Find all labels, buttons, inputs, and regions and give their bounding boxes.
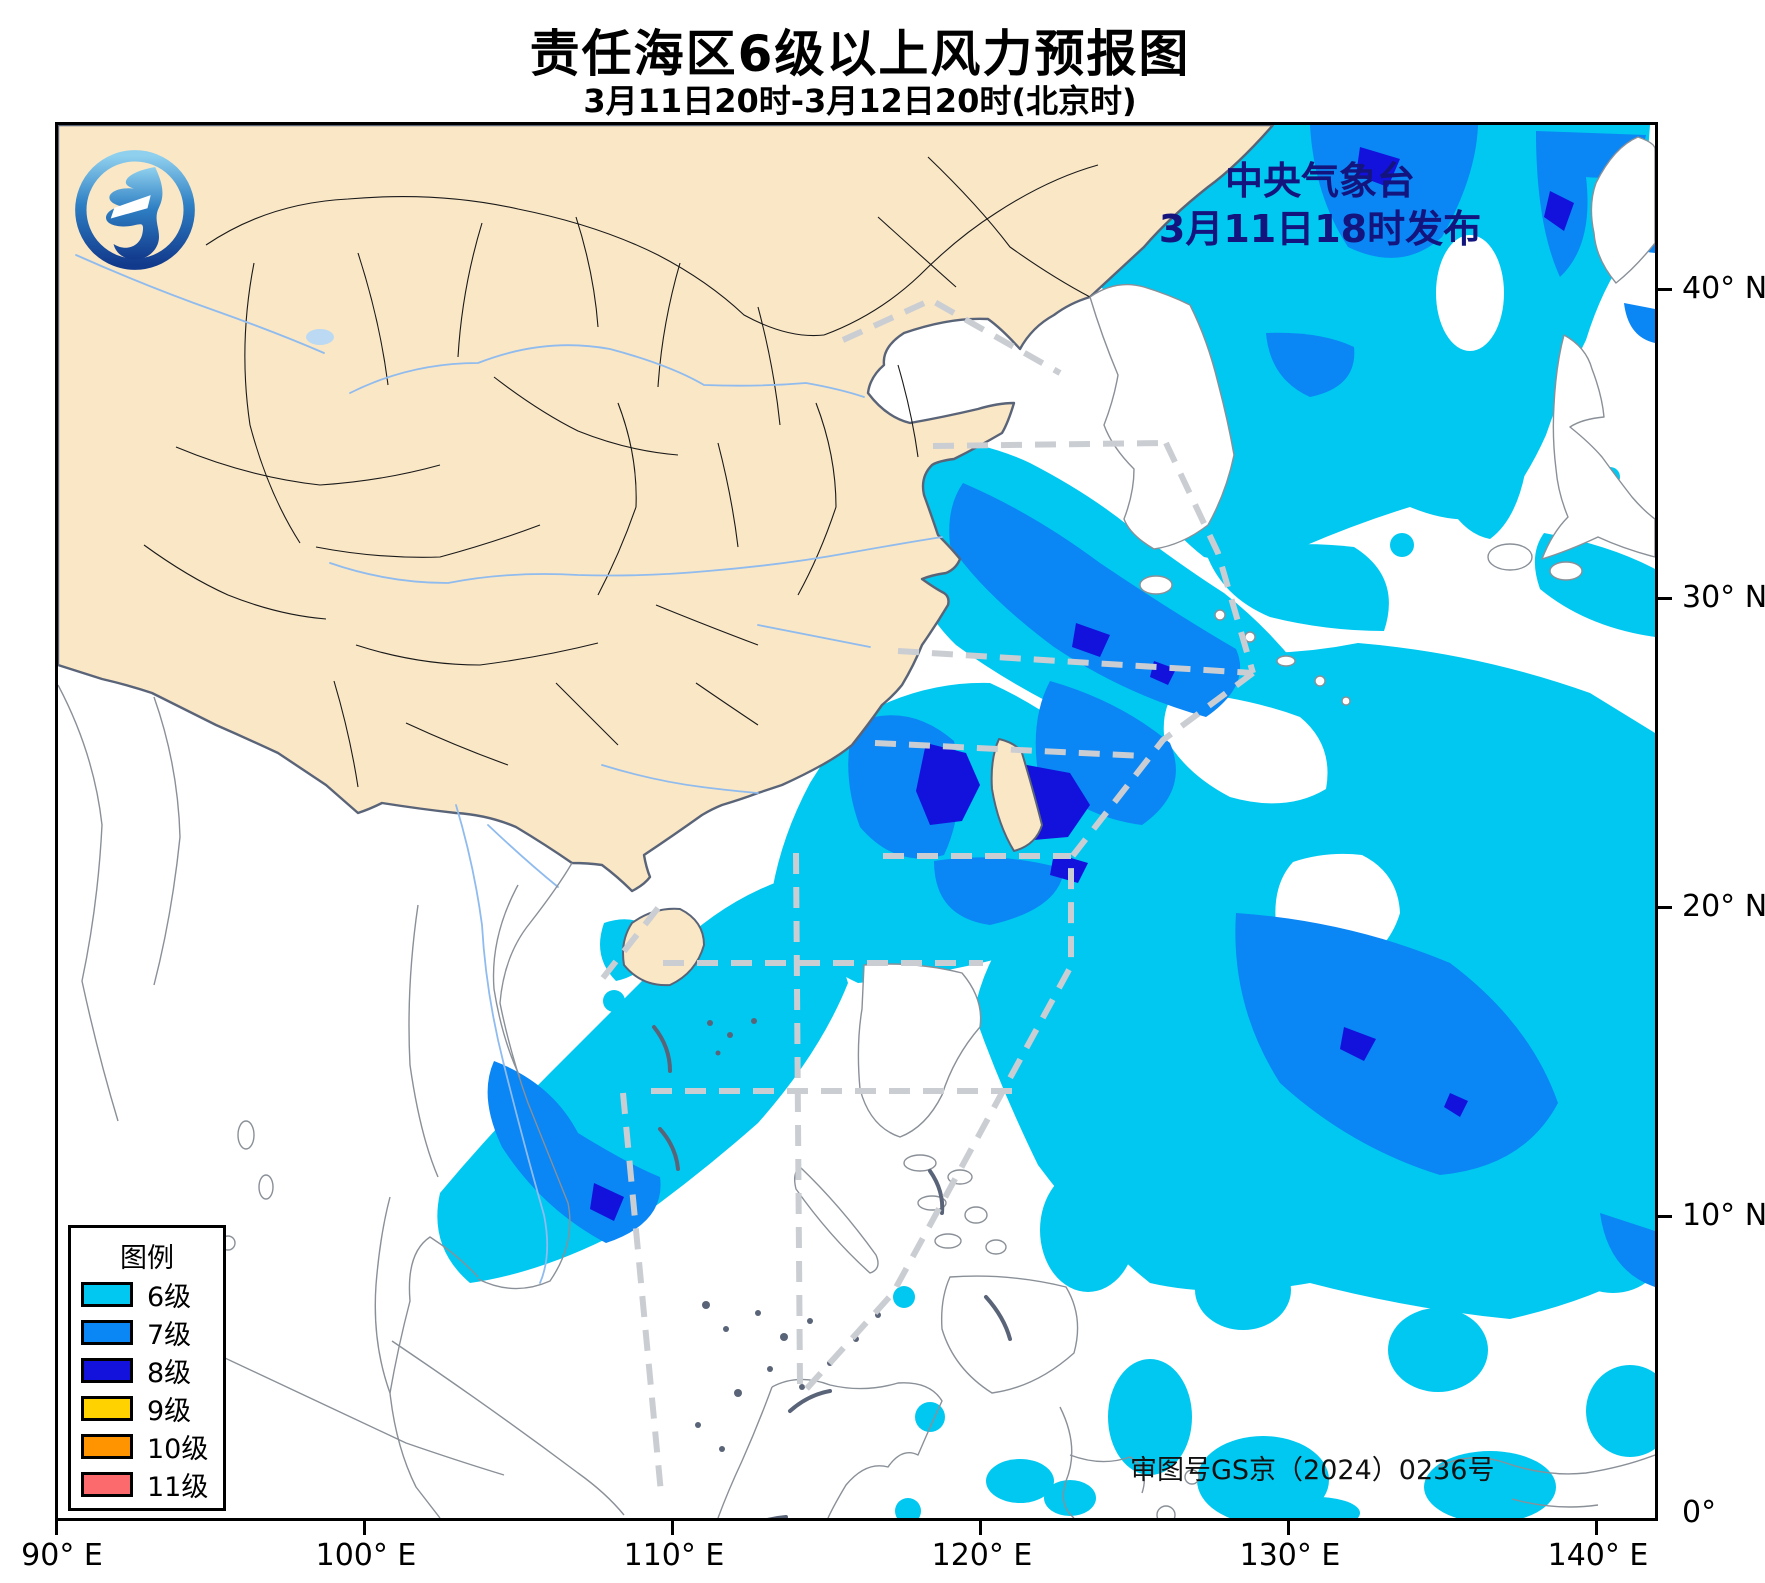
lat-tick-20 xyxy=(1658,906,1672,909)
publish-time: 3月11日18时发布 xyxy=(1158,206,1482,251)
legend-swatch-11 xyxy=(81,1471,133,1497)
lon-label-90: 90° E xyxy=(21,1538,103,1573)
lat-tick-40 xyxy=(1658,288,1672,291)
legend-item-11: 11级 xyxy=(71,1465,223,1503)
lon-tick-110 xyxy=(671,1521,674,1535)
lon-tick-130 xyxy=(1287,1521,1290,1535)
cma-logo xyxy=(75,150,195,270)
map-frame xyxy=(55,122,1658,1521)
lat-label-20: 20° N xyxy=(1682,889,1765,924)
lon-tick-120 xyxy=(979,1521,982,1535)
lat-label-10: 10° N xyxy=(1682,1198,1765,1233)
legend-label-6: 6级 xyxy=(147,1281,192,1313)
qinghai-lake xyxy=(306,329,334,345)
lon-label-130: 130° E xyxy=(1239,1538,1341,1573)
legend-label-10: 10级 xyxy=(147,1433,209,1465)
lat-label-30: 30° N xyxy=(1682,580,1765,615)
legend-item-6: 6级 xyxy=(71,1275,223,1313)
legend-swatch-8 xyxy=(81,1357,133,1383)
lon-tick-140 xyxy=(1595,1521,1598,1535)
legend-label-11: 11级 xyxy=(147,1471,209,1503)
page-subtitle: 3月11日20时-3月12日20时(北京时) xyxy=(583,82,1137,120)
legend-swatch-7 xyxy=(81,1319,133,1345)
legend-item-9: 9级 xyxy=(71,1389,223,1427)
forecast-zone-boundaries xyxy=(592,296,1256,1494)
lon-tick-90 xyxy=(55,1521,58,1535)
legend-label-9: 9级 xyxy=(147,1395,192,1427)
rivers xyxy=(75,254,943,1284)
land-china xyxy=(58,125,1275,987)
reef-dots xyxy=(652,1018,1012,1518)
lat-label-0: 0° xyxy=(1682,1495,1717,1530)
legend-title: 图例 xyxy=(120,1243,174,1274)
legend-item-7: 7级 xyxy=(71,1313,223,1351)
legend-label-7: 7级 xyxy=(147,1319,192,1351)
lon-tick-100 xyxy=(363,1521,366,1535)
lon-label-120: 120° E xyxy=(931,1538,1033,1573)
sea-gaps xyxy=(1163,235,1504,969)
lon-label-100: 100° E xyxy=(315,1538,417,1573)
legend-item-8: 8级 xyxy=(71,1351,223,1389)
legend-swatch-10 xyxy=(81,1433,133,1459)
legend-item-10: 10级 xyxy=(71,1427,223,1465)
forecast-map xyxy=(58,125,1655,1518)
lat-tick-10 xyxy=(1658,1215,1672,1218)
legend-label-8: 8级 xyxy=(147,1357,192,1389)
page-title: 责任海区6级以上风力预报图 xyxy=(529,25,1191,83)
legend-swatch-9 xyxy=(81,1395,133,1421)
province-boundaries xyxy=(143,156,1099,788)
legend-box: 图例 6级 7级 8级 9级 10级 11级 xyxy=(68,1225,226,1511)
publisher-name: 中央气象台 xyxy=(1224,159,1415,203)
lat-label-40: 40° N xyxy=(1682,271,1765,306)
legend-swatch-6 xyxy=(81,1281,133,1307)
lat-tick-30 xyxy=(1658,597,1672,600)
publisher-stamp: 中央气象台 3月11日18时发布 xyxy=(1150,158,1490,253)
map-review-number: 审图号GS京（2024）0236号 xyxy=(1130,1455,1495,1486)
lon-label-140: 140° E xyxy=(1547,1538,1649,1573)
lon-label-110: 110° E xyxy=(623,1538,725,1573)
